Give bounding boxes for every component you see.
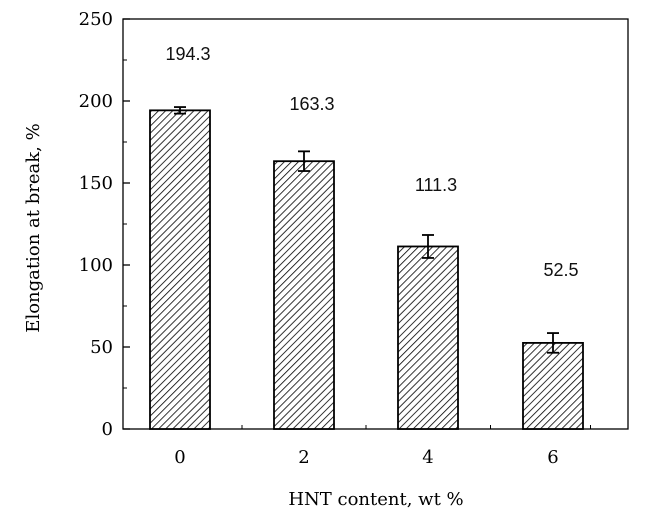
y-tick-label: 0 — [102, 419, 113, 440]
bar — [149, 109, 211, 430]
bar — [397, 245, 459, 430]
data-label: 52.5 — [543, 260, 578, 280]
bar — [522, 341, 584, 430]
data-labels: 194.3 163.3 111.3 52.5 — [165, 44, 578, 280]
data-label: 163.3 — [289, 94, 334, 114]
x-tick-label: 4 — [422, 447, 433, 468]
x-tick-label: 2 — [298, 447, 309, 468]
x-tick-label: 6 — [547, 447, 558, 468]
bar — [273, 160, 335, 430]
y-tick-label: 200 — [79, 91, 113, 112]
y-tick-label: 150 — [79, 173, 113, 194]
data-label: 111.3 — [415, 175, 457, 195]
error-bars — [174, 106, 559, 354]
data-label: 194.3 — [165, 44, 210, 64]
y-axis: 0 50 100 150 200 250 — [79, 9, 130, 440]
y-tick-label: 50 — [90, 337, 113, 358]
bars — [149, 109, 584, 430]
x-tick-label: 0 — [174, 447, 185, 468]
x-axis-title: HNT content, wt % — [288, 489, 463, 510]
y-tick-label: 250 — [79, 9, 113, 30]
y-axis-title: Elongation at break, % — [23, 123, 44, 332]
y-tick-label: 100 — [79, 255, 113, 276]
